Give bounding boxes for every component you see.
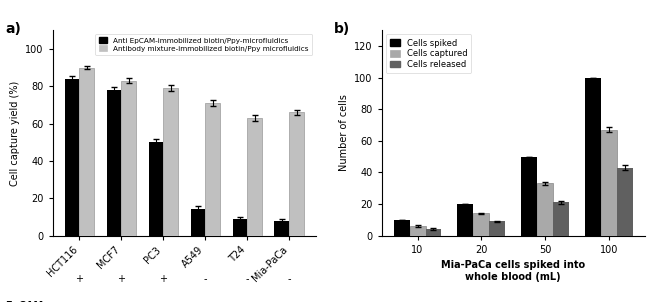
Bar [409, 226, 426, 236]
Text: +: + [75, 275, 84, 284]
Text: a): a) [5, 22, 21, 36]
Y-axis label: Cell capture yield (%): Cell capture yield (%) [10, 80, 20, 185]
Legend: Anti EpCAM-immobilized biotin/Ppy-microfluidics, Antibody mixture-immobilized bi: Anti EpCAM-immobilized biotin/Ppy-microf… [95, 34, 313, 56]
Bar [289, 112, 304, 236]
Bar [490, 221, 505, 236]
Bar [585, 78, 601, 236]
Bar [205, 103, 220, 236]
Y-axis label: Number of cells: Number of cells [339, 95, 349, 171]
Bar [107, 90, 121, 236]
Legend: Cells spiked, Cells captured, Cells released: Cells spiked, Cells captured, Cells rele… [386, 34, 471, 73]
Bar [457, 204, 473, 236]
Bar [274, 221, 289, 236]
Text: -: - [245, 275, 249, 284]
Bar [617, 168, 633, 236]
Bar [473, 214, 490, 236]
Bar [191, 209, 205, 236]
Text: -: - [288, 275, 291, 284]
Bar [80, 68, 94, 236]
X-axis label: Mia-PaCa cells spiked into
whole blood (mL): Mia-PaCa cells spiked into whole blood (… [441, 260, 586, 282]
Bar [247, 118, 262, 236]
Bar [601, 130, 617, 236]
Bar [163, 88, 178, 236]
Bar [232, 219, 247, 236]
Bar [426, 229, 442, 236]
Text: +: + [117, 275, 125, 284]
Bar [537, 183, 553, 236]
Bar [121, 81, 136, 236]
Bar [553, 202, 569, 236]
Bar [393, 220, 409, 236]
Bar [64, 79, 80, 236]
Bar [149, 142, 163, 236]
Text: -: - [203, 275, 207, 284]
Text: EpCAM: EpCAM [5, 301, 43, 302]
Text: b): b) [334, 22, 351, 36]
Bar [521, 156, 537, 236]
Text: +: + [159, 275, 167, 284]
